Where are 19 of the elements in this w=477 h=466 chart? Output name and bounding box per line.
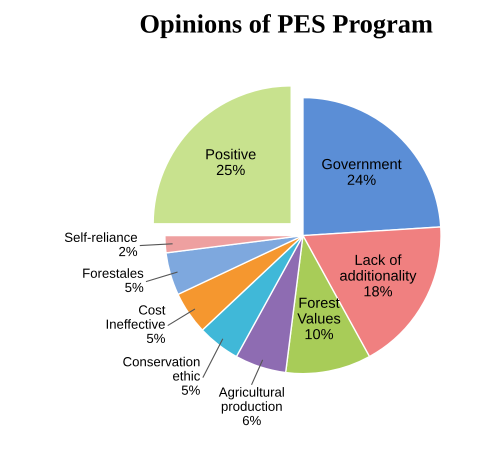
data-label: 5% [125, 282, 144, 292]
data-label: 18% [364, 286, 392, 296]
slice-label: Conservation ethic [123, 356, 200, 381]
data-label: 25% [216, 164, 245, 176]
chart-title: Opinions of PES Program [140, 14, 433, 38]
data-label: 6% [242, 416, 261, 426]
data-label: 2% [119, 246, 138, 256]
slice-label: Self-reliance [64, 232, 138, 242]
slice-label: Cost Ineffective [106, 305, 166, 329]
slice-label: Government [322, 158, 402, 170]
slice-label: Agricultural production [218, 387, 284, 414]
data-label: 5% [182, 386, 200, 395]
data-label: 5% [146, 334, 165, 344]
data-label: 24% [348, 174, 376, 185]
slice-label: Positive [206, 148, 256, 160]
slice-label: Lack of additionality [340, 254, 416, 284]
data-label: 10% [306, 328, 334, 340]
slice-label: Forest Values [297, 298, 340, 324]
slice-label: Forestales [83, 268, 144, 278]
